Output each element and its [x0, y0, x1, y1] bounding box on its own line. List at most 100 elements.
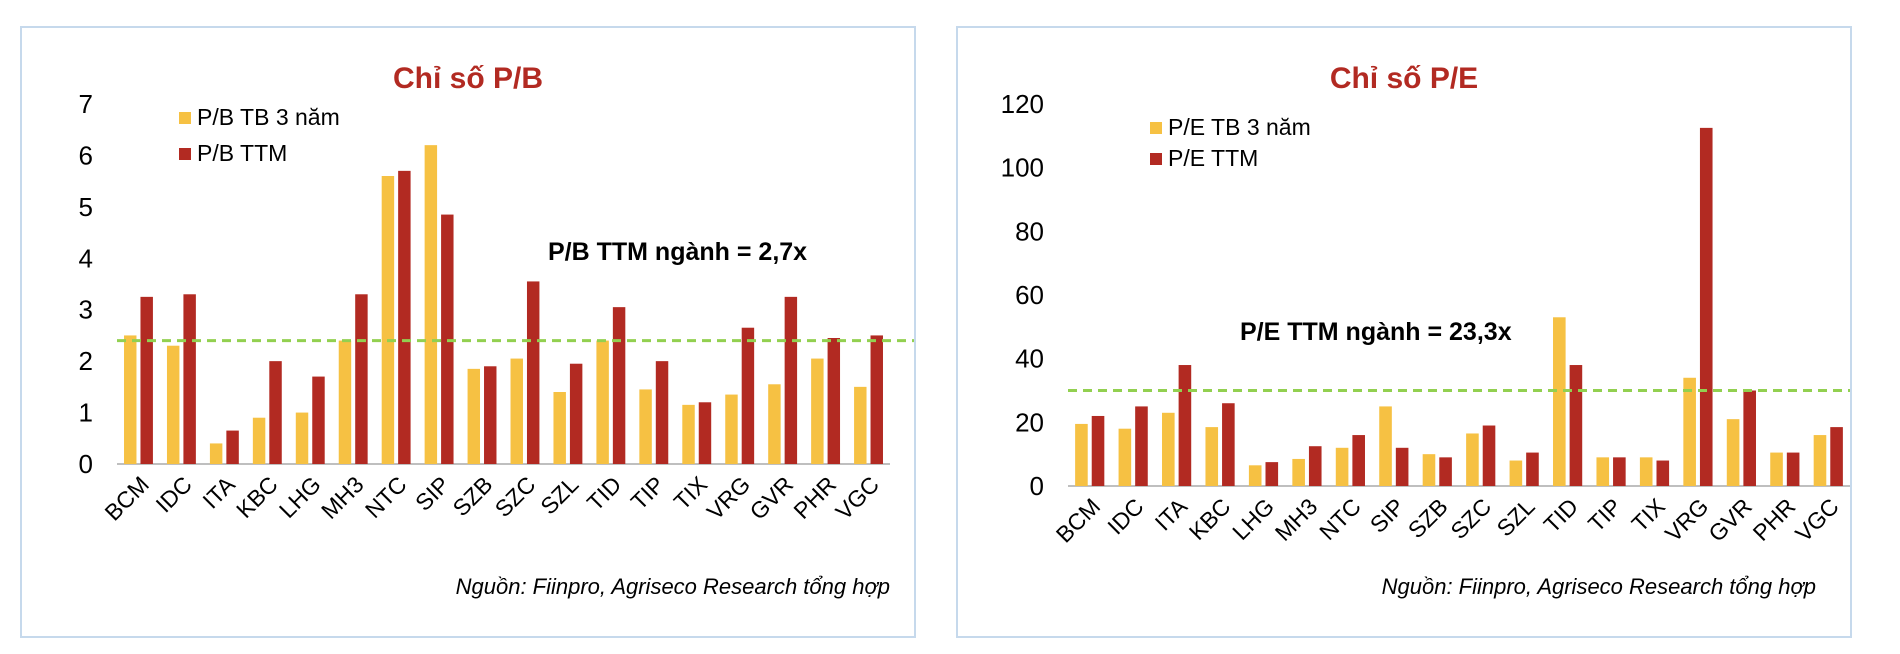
pb-x-tick-label: GVR	[745, 471, 799, 525]
pb-x-tick-label: SZC	[490, 471, 541, 522]
pe-bar-avg3y	[1162, 412, 1175, 486]
pe-bar-avg3y	[1292, 458, 1305, 486]
pb-bar-avg3y	[811, 358, 824, 464]
pe-y-tick-label: 80	[1015, 216, 1044, 246]
pe-x-tick-label: TIP	[1583, 493, 1627, 537]
pb-x-tick-label: LHG	[274, 471, 326, 523]
pb-x-tick-label: IDC	[151, 471, 197, 517]
pe-bar-ttm	[1482, 425, 1496, 486]
pe-bar-avg3y	[1683, 377, 1696, 486]
pe-chart-title: Chỉ số P/E	[1330, 62, 1478, 95]
pb-bar-avg3y	[768, 384, 781, 464]
pb-chart-panel: Chỉ số P/B 0 1 2 3 4 5 6 7 BCM IDC ITA KBC LHG MH3 NTC S…	[20, 26, 916, 638]
pb-x-tick-label: BCM	[99, 471, 154, 526]
pe-x-tick-label: TID	[1539, 493, 1584, 538]
pb-bar-ttm	[569, 363, 583, 464]
pe-x-tick-label: SZC	[1445, 493, 1496, 544]
pe-bar-avg3y	[1205, 427, 1219, 486]
pe-y-tick-label: 40	[1015, 344, 1044, 374]
pb-bar-avg3y	[252, 417, 266, 464]
pe-bar-ttm	[1178, 365, 1192, 486]
pb-bar-avg3y	[510, 358, 523, 464]
pb-bar-ttm	[870, 335, 883, 464]
pe-x-tick-label: PHR	[1748, 493, 1801, 546]
pb-bar-ttm	[226, 430, 239, 464]
pe-bar-avg3y	[1422, 454, 1436, 486]
pb-bar-ttm	[526, 281, 540, 464]
pe-bar-avg3y	[1118, 428, 1132, 486]
pe-legend-label: P/E TB 3 năm	[1168, 114, 1311, 140]
pe-bar-avg3y	[1813, 435, 1827, 486]
pe-x-tick-label: LHG	[1227, 493, 1279, 545]
pe-bar-avg3y	[1335, 447, 1349, 486]
pb-x-tick-label: VGC	[830, 471, 884, 525]
pb-y-tick-label: 0	[79, 449, 93, 479]
pb-bar-ttm	[312, 376, 325, 464]
pb-legend-label: P/B TTM	[197, 140, 287, 166]
pb-x-tick-label: KBC	[231, 471, 283, 523]
pb-bar-ttm	[484, 366, 497, 464]
pb-x-tick-label: SZB	[448, 471, 498, 521]
pb-bar-ttm	[612, 307, 626, 464]
pb-chart-title: Chỉ số P/B	[393, 62, 543, 95]
pe-bar-ttm	[1352, 435, 1365, 486]
pb-legend-label: P/B TB 3 năm	[197, 104, 340, 130]
pe-bar-avg3y	[1466, 433, 1479, 486]
pb-x-tick-label: MH3	[316, 471, 369, 524]
pe-x-tick-label: VGC	[1790, 493, 1844, 547]
pe-bar-avg3y	[1248, 465, 1262, 486]
pb-x-tick-label: VRG	[702, 471, 756, 525]
pb-x-tick-label: SIP	[410, 471, 455, 516]
pe-x-tick-label: NTC	[1314, 493, 1366, 545]
pb-bar-ttm	[698, 402, 712, 464]
pe-x-tick-label: GVR	[1703, 493, 1757, 547]
pb-bar-avg3y	[424, 145, 438, 464]
pb-x-tick-label: NTC	[360, 471, 412, 523]
pe-y-tick-label: 100	[1001, 153, 1044, 183]
pe-bar-ttm	[1135, 406, 1148, 486]
pe-y-tick-label: 120	[1001, 89, 1044, 119]
pb-bar-ttm	[784, 296, 798, 464]
pe-bar-avg3y	[1726, 419, 1740, 486]
pe-bar-avg3y	[1075, 423, 1088, 486]
pe-bar-avg3y	[1379, 406, 1392, 486]
pb-bar-ttm	[398, 170, 411, 464]
pb-x-tick-label: TIP	[626, 471, 670, 515]
pb-bar-ttm	[183, 294, 196, 464]
pe-source-note: Nguồn: Fiinpro, Agriseco Research tổng h…	[1382, 574, 1816, 599]
pe-x-tick-label: SZL	[1491, 493, 1539, 541]
pb-source-note: Nguồn: Fiinpro, Agriseco Research tổng h…	[456, 574, 890, 599]
pe-x-tick-label: BCM	[1051, 493, 1106, 548]
pe-bar-ttm	[1265, 462, 1279, 486]
pb-bar-ttm	[355, 294, 368, 464]
pe-x-tick-label: MH3	[1270, 493, 1323, 546]
pe-bar-avg3y	[1553, 317, 1566, 486]
pe-x-tick-label: KBC	[1184, 493, 1236, 545]
pe-chart-panel: Chỉ số P/E 0 20 40 60 80 100 120 BCM IDC ITA KBC LHG…	[956, 26, 1852, 638]
pb-bar-avg3y	[854, 386, 867, 464]
pb-y-tick-label: 7	[79, 89, 93, 119]
pe-bar-ttm	[1091, 415, 1105, 486]
pb-x-tick-label: TID	[582, 471, 627, 516]
pb-bar-avg3y	[725, 394, 738, 464]
pe-bar-ttm	[1613, 457, 1626, 486]
pe-bar-ttm	[1526, 452, 1539, 486]
pb-y-tick-label: 2	[79, 346, 93, 376]
pe-bar-ttm	[1743, 390, 1756, 486]
pe-bar-ttm	[1699, 127, 1713, 486]
pe-bar-ttm	[1786, 452, 1800, 486]
pb-bar-avg3y	[639, 389, 652, 464]
pb-bar-ttm	[655, 361, 669, 464]
pe-bar-ttm	[1222, 403, 1235, 486]
pb-bar-avg3y	[596, 340, 609, 464]
pe-bar-ttm	[1439, 457, 1452, 486]
pb-bar-avg3y	[209, 443, 223, 464]
pe-y-tick-label: 0	[1030, 471, 1044, 501]
pe-x-tick-label: SZB	[1403, 493, 1453, 543]
pe-bar-ttm	[1395, 447, 1409, 486]
pb-y-tick-label: 3	[79, 295, 93, 325]
pe-bar-avg3y	[1596, 457, 1610, 486]
pe-legend-swatch	[1150, 122, 1162, 134]
